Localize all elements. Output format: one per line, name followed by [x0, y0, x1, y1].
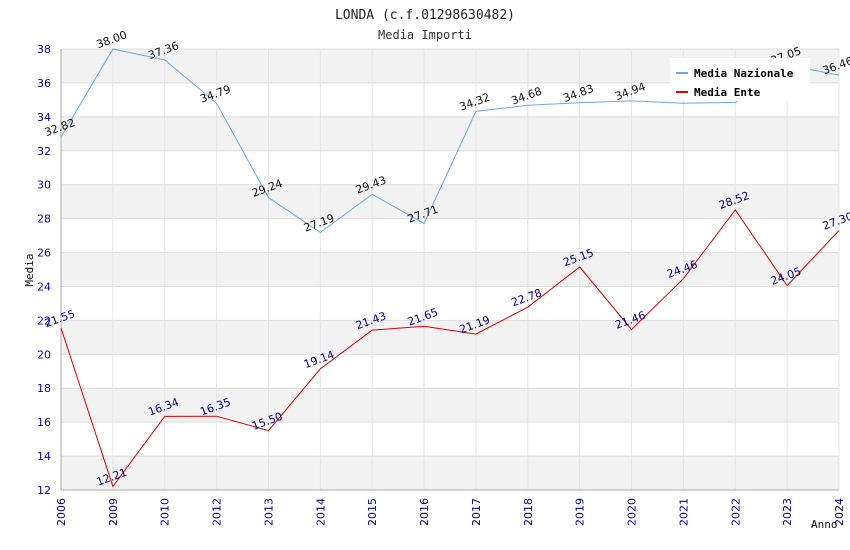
grid-band — [61, 456, 839, 490]
legend: Media Nazionale Media Ente — [670, 58, 810, 101]
chart-subtitle: Media Importi — [378, 28, 472, 42]
y-tick-label: 22 — [37, 314, 51, 327]
grid-band — [61, 354, 839, 389]
grid-bands — [61, 49, 839, 490]
legend-entry: Media Nazionale — [694, 67, 794, 80]
y-tick-label: 32 — [37, 145, 51, 158]
grid-band — [61, 184, 839, 219]
x-tick-label: 2012 — [211, 498, 224, 526]
x-tick-label: 2013 — [262, 498, 275, 526]
x-tick-label: 2019 — [574, 498, 587, 526]
y-tick-label: 30 — [37, 179, 51, 192]
y-tick-label: 18 — [37, 382, 51, 395]
x-tick-label: 2010 — [159, 498, 172, 526]
x-tick-label: 2024 — [833, 498, 846, 526]
chart-title: LONDA (c.f.01298630482) — [335, 8, 515, 23]
grid-band — [61, 252, 839, 287]
x-tick-label: 2022 — [729, 498, 742, 526]
grid-band — [61, 422, 839, 457]
y-tick-label: 16 — [37, 416, 51, 429]
data-label: 38.00 — [95, 28, 129, 51]
x-tick-label: 2021 — [677, 498, 690, 526]
legend-entry: Media Ente — [694, 86, 761, 99]
grid-lines — [60, 48, 840, 491]
grid-band — [61, 320, 839, 355]
y-tick-label: 36 — [37, 77, 51, 90]
x-tick-label: 2015 — [366, 498, 379, 526]
x-tick-label: 2014 — [314, 498, 327, 526]
y-tick-label: 12 — [37, 484, 51, 497]
y-tick-label: 38 — [37, 43, 51, 56]
legend-box — [670, 58, 810, 101]
grid-band — [61, 116, 839, 151]
x-tick-label: 2006 — [55, 498, 68, 526]
x-tick-label: 2020 — [626, 498, 639, 526]
grid-band — [61, 286, 839, 321]
y-tick-label: 26 — [37, 247, 51, 260]
y-tick-label: 28 — [37, 213, 51, 226]
x-tick-label: 2023 — [781, 498, 794, 526]
x-axis-label: Anno — [811, 518, 838, 531]
y-axis-label: Media — [23, 253, 36, 286]
x-tick-label: 2016 — [418, 498, 431, 526]
grid-band — [61, 218, 839, 253]
y-tick-label: 24 — [37, 280, 51, 293]
series-line-media-nazionale — [60, 48, 840, 234]
x-tick-label: 2018 — [522, 498, 535, 526]
y-tick-label: 20 — [37, 348, 51, 361]
series-line-media-ente — [60, 208, 840, 488]
y-tick-label: 14 — [37, 450, 51, 463]
x-tick-label: 2009 — [107, 498, 120, 526]
x-tick-label: 2017 — [470, 498, 483, 526]
series-layer — [60, 48, 840, 488]
y-tick-label: 34 — [37, 111, 51, 124]
